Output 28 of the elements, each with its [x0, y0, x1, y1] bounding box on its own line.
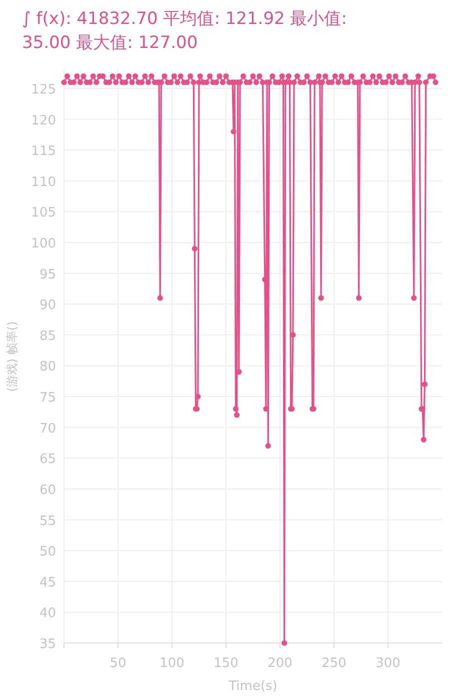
y-tick-label: 120 [31, 113, 56, 128]
chart-title: ∫ f(x): 41832.70 平均值: 121.92 最小值: 35.00 最大值: 127.00 [22, 9, 347, 53]
y-tick-label: 55 [39, 514, 56, 529]
x-tick-label: 50 [110, 656, 126, 671]
x-tick-label: 150 [214, 656, 238, 671]
y-tick-label: 70 [39, 421, 56, 436]
y-tick-label: 50 [39, 544, 56, 560]
y-tick-label: 125 [31, 82, 56, 98]
x-tick-label: 250 [322, 656, 346, 671]
y-tick-label: 85 [39, 328, 56, 344]
y-tick-label: 105 [31, 206, 56, 221]
y-tick-label: 100 [31, 236, 56, 252]
y-tick-label: 60 [39, 482, 56, 498]
y-tick-label: 75 [39, 390, 56, 406]
y-tick-label: 115 [31, 144, 56, 160]
y-tick-label: 80 [39, 360, 56, 375]
x-tick-label: 100 [160, 656, 184, 671]
y-axis-title: (游戏) 帧率() [5, 321, 19, 392]
y-tick-label: 65 [39, 452, 56, 468]
y-tick-label: 40 [39, 606, 56, 622]
y-tick-label: 90 [39, 298, 56, 314]
y-tick-label: 45 [39, 575, 56, 590]
y-tick-label: 95 [39, 267, 56, 282]
x-tick-label: 300 [376, 656, 400, 671]
x-axis-title: Time(s) [228, 679, 278, 694]
y-tick-label: 110 [31, 174, 56, 190]
y-tick-label: 35 [39, 637, 56, 652]
x-tick-label: 200 [268, 656, 292, 671]
